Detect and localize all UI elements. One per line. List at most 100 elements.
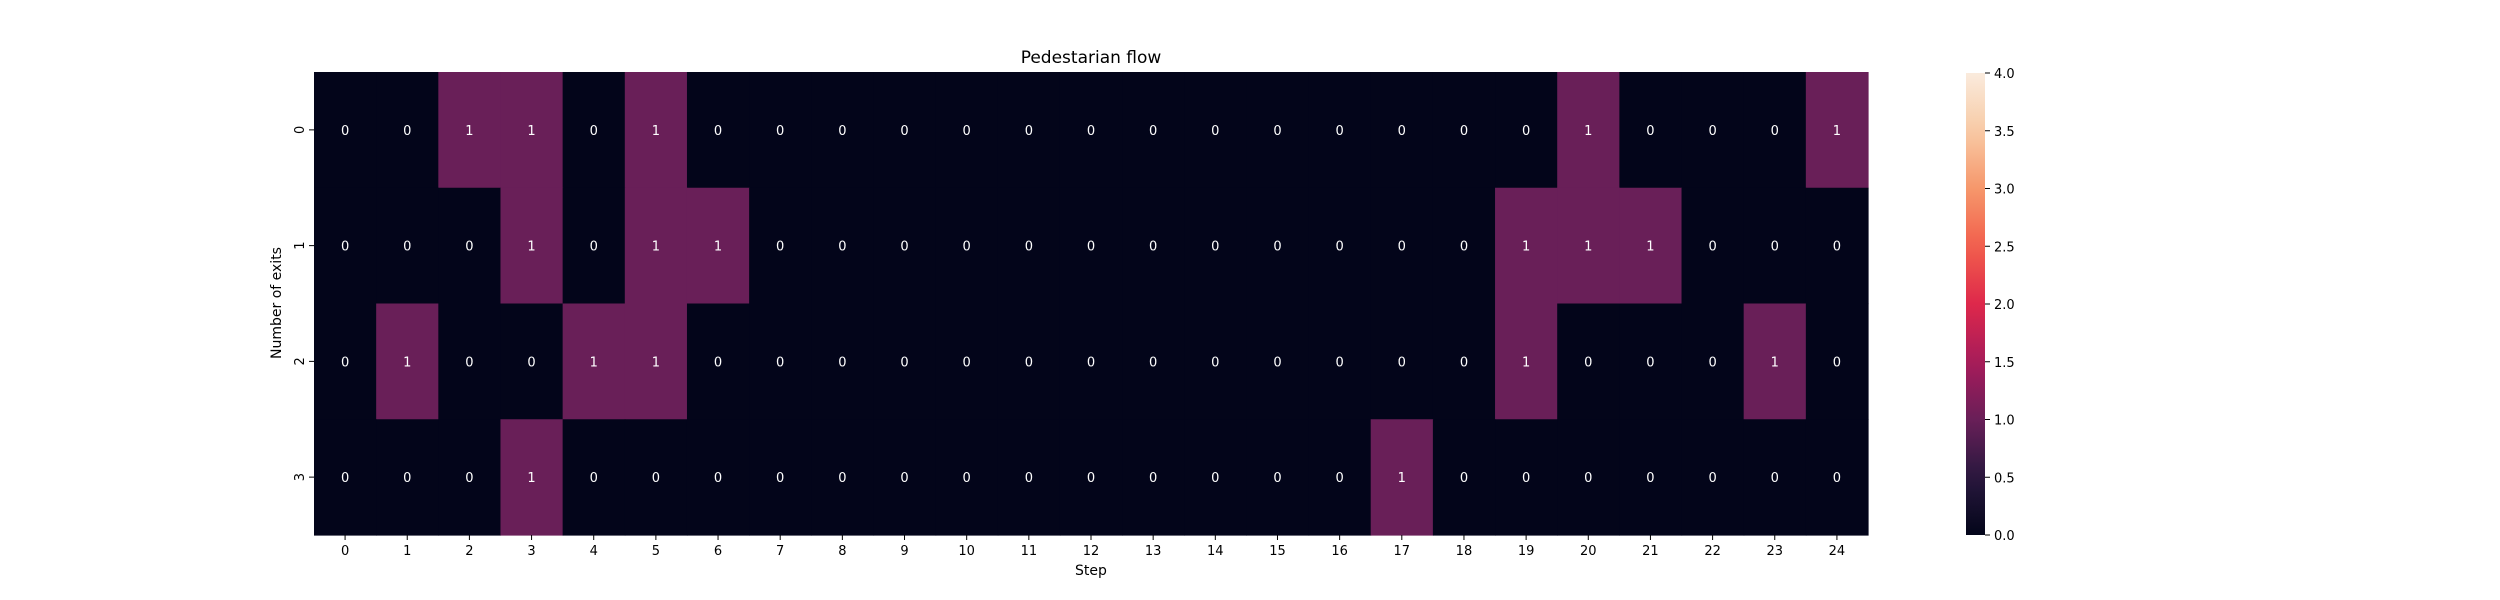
cell-value-label: 0 [776,124,784,139]
heatmap-cell [1805,72,1869,189]
x-axis-ticks: 0 1 2 3 4 5 6 7 8 9 10 11 12 13 14 15 16 17 18 19 20 21 22 23 24 [341,535,1845,559]
colorbar-tick-label: 3.5 [1994,125,2015,140]
cell-value-label: 0 [590,471,598,486]
cell-annotations: 0 0 1 1 0 1 0 0 0 0 0 0 0 0 0 0 0 0 0 0 1 0 0 0 1 0 0 0 1 0 1 1 0 0 0 0 0 0 0 0… [341,124,1841,486]
cell-value-label: 1 [652,355,660,370]
y-tick-label: 3 [293,473,308,481]
heatmap-cell [1308,187,1372,305]
cell-value-label: 1 [465,124,473,139]
cell-value-label: 0 [714,124,722,139]
cell-value-label: 1 [1771,355,1779,370]
heatmap-cell [500,419,564,536]
cell-value-label: 0 [341,124,349,139]
cell-value-label: 0 [1149,124,1157,139]
cell-value-label: 1 [1646,240,1654,255]
heatmap-cell [314,419,377,536]
cell-value-label: 0 [341,240,349,255]
cell-value-label: 0 [900,355,908,370]
cell-value-label: 0 [590,240,598,255]
heatmap-cell [314,187,377,305]
cell-value-label: 0 [963,240,971,255]
heatmap-cell [873,303,937,420]
cell-value-label: 0 [1646,355,1654,370]
cell-value-label: 0 [1584,355,1592,370]
heatmap-cell [376,72,439,189]
heatmap-cell [624,187,688,305]
cell-value-label: 1 [1522,355,1530,370]
heatmap-cell [1432,72,1496,189]
y-tick-label: 0 [293,126,308,134]
x-tick-label: 21 [1642,544,1659,559]
cell-value-label: 1 [652,240,660,255]
cell-value-label: 0 [838,471,846,486]
cell-value-label: 0 [1584,471,1592,486]
heatmap-cell [1557,303,1620,420]
x-tick-label: 1 [403,544,411,559]
cell-value-label: 0 [1335,355,1343,370]
cell-value-label: 0 [1149,471,1157,486]
heatmap-cell [997,72,1061,189]
heatmap-cell [873,72,937,189]
cell-value-label: 0 [1149,355,1157,370]
heatmap-cell [873,187,937,305]
heatmap-cell [1743,303,1807,420]
cell-value-label: 0 [1025,471,1033,486]
x-tick-label: 3 [527,544,535,559]
y-tick-label: 2 [293,357,308,365]
cell-value-label: 0 [1273,355,1281,370]
cell-value-label: 0 [776,355,784,370]
heatmap-cell [1246,419,1310,536]
cell-value-label: 0 [838,240,846,255]
y-axis-label: Number of exits [269,247,285,359]
cell-value-label: 0 [1708,240,1716,255]
x-tick-label: 22 [1704,544,1721,559]
x-tick-label: 8 [838,544,846,559]
colorbar-tick-label: 4.0 [1994,67,2015,82]
heatmap-cell [1619,187,1683,305]
heatmap-cell [1370,303,1434,420]
colorbar-tick-label: 2.0 [1994,298,2015,313]
heatmap-cell [1370,72,1434,189]
cell-value-label: 0 [1335,124,1343,139]
heatmap-cell [1122,303,1185,420]
x-tick-label: 14 [1207,544,1224,559]
cell-value-label: 0 [838,355,846,370]
heatmap-cell [438,72,502,189]
heatmap-cell [1122,187,1185,305]
x-tick-label: 18 [1456,544,1473,559]
heatmap-cell [438,303,502,420]
heatmap-cell [624,419,688,536]
cell-value-label: 0 [341,471,349,486]
heatmap-cell [1495,187,1558,305]
cell-value-label: 1 [1398,471,1406,486]
heatmap-cell [749,72,812,189]
cell-value-label: 0 [1460,471,1468,486]
x-tick-label: 23 [1766,544,1783,559]
colorbar-tick-label: 3.0 [1994,183,2015,198]
heatmap-cell [1308,419,1372,536]
cell-value-label: 0 [465,471,473,486]
cell-value-label: 0 [900,124,908,139]
cell-value-label: 0 [900,471,908,486]
cell-value-label: 0 [403,471,411,486]
cell-value-label: 0 [1771,124,1779,139]
heatmap-cell [686,187,750,305]
cell-value-label: 0 [714,471,722,486]
heatmap-cell [1495,72,1558,189]
heatmap-cell [376,419,439,536]
heatmap-cell [935,419,999,536]
heatmap-cell [1495,303,1558,420]
colorbar-gradient [1966,73,1985,535]
cell-value-label: 1 [1522,240,1530,255]
cell-value-label: 0 [1460,240,1468,255]
cell-value-label: 0 [1025,240,1033,255]
heatmap-cell [811,303,875,420]
colorbar: 0.0 0.5 1.0 1.5 2.0 2.5 3.0 3.5 4.0 [1966,67,2015,544]
heatmap-cell [935,303,999,420]
heatmap-cell [1432,187,1496,305]
heatmap-cell [1619,419,1683,536]
cell-value-label: 1 [1833,124,1841,139]
cell-value-label: 0 [1335,240,1343,255]
heatmap-cell [1805,187,1869,305]
cell-value-label: 0 [1211,124,1219,139]
